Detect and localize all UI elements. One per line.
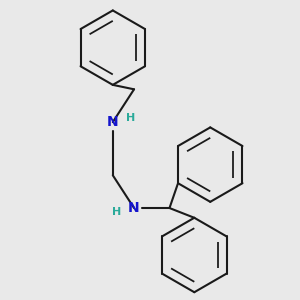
Text: H: H [112, 207, 121, 217]
Text: H: H [126, 113, 135, 123]
Text: N: N [107, 115, 118, 129]
Text: N: N [128, 201, 140, 215]
